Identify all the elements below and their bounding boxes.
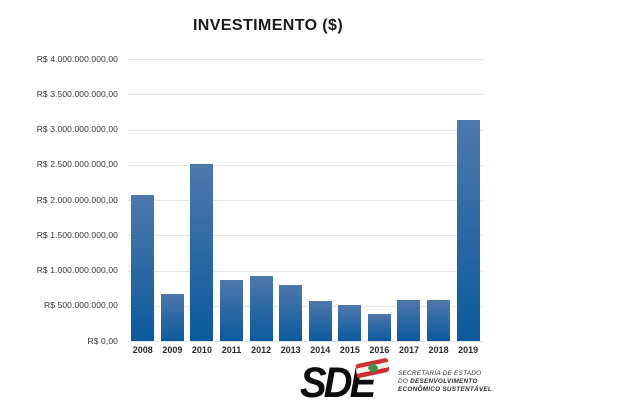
gridline (128, 200, 483, 201)
gridline (128, 59, 483, 60)
x-axis-labels: 2008 2009 2010 2011 2012 2013 2014 2015 2016 2017… (128, 345, 483, 355)
flag-diamond-icon (366, 362, 379, 374)
gridline (128, 164, 483, 166)
logo-org-line-2: DO DESENVOLVIMENTO (398, 378, 492, 386)
y-tick-label: R$ 1.000.000.000,00 (36, 265, 118, 275)
x-tick-label: 2012 (251, 345, 272, 355)
y-tick-label: R$ 500.000.000,00 (43, 300, 118, 311)
y-tick-label: R$ 2.000.000.000,00 (36, 194, 118, 205)
x-tick-label: 2017 (398, 345, 419, 355)
chart-title: INVESTIMENTO ($) (192, 17, 344, 34)
y-axis-labels: R$ 4.000.000.000,00 R$ 3.500.000.000,00 R$… (0, 0, 118, 415)
x-tick-label: 2011 (221, 345, 242, 355)
logo-org-line-2-prefix: DO (398, 378, 411, 385)
x-tick-label: 2014 (310, 345, 331, 355)
bar-2015 (338, 305, 362, 341)
logo-org-line-3: ECONÔMICO SUSTENTÁVEL (398, 386, 493, 393)
bar-2009 (160, 294, 184, 341)
x-tick-label: 2018 (428, 345, 449, 355)
sde-logo: SDE SECRETARIA DE ESTADO DO DESENVOLVIME… (300, 357, 515, 409)
gridline (128, 341, 483, 342)
y-tick-label: R$ 0,00 (87, 335, 118, 346)
y-tick-label: R$ 3.500.000.000,00 (36, 88, 118, 99)
bar-2012 (249, 276, 273, 341)
x-tick-label: 2009 (162, 345, 183, 355)
logo-org-line-1: SECRETARIA DE ESTADO (398, 370, 482, 377)
y-tick-label: R$ 1.500.000.000,00 (36, 229, 118, 240)
bar-2013 (279, 285, 303, 341)
y-tick-label: R$ 3.000.000.000,00 (36, 124, 118, 134)
bar-2010 (190, 164, 214, 341)
logo-org-line-2-bold: DESENVOLVIMENTO (410, 378, 478, 385)
y-tick-label: R$ 4.000.000.000,00 (36, 53, 118, 64)
x-tick-label: 2019 (458, 345, 479, 355)
bar-2018 (427, 300, 451, 341)
x-tick-label: 2015 (339, 345, 360, 355)
x-tick-label: 2008 (132, 345, 153, 355)
bar-2017 (397, 300, 421, 341)
x-tick-label: 2013 (280, 345, 301, 355)
gridline (128, 270, 483, 272)
bar-2011 (220, 280, 244, 341)
x-tick-label: 2016 (369, 345, 390, 355)
y-tick-label: R$ 2.500.000.000,00 (36, 159, 118, 170)
plot-area (128, 59, 483, 342)
bar-2008 (131, 195, 155, 341)
gridline (128, 305, 483, 307)
bar-series (128, 59, 483, 341)
bar-2014 (308, 301, 332, 341)
bar-2019 (456, 120, 480, 341)
x-tick-label: 2010 (191, 345, 212, 355)
gridline (128, 94, 483, 96)
logo-org-text: SECRETARIA DE ESTADO DO DESENVOLVIMENTO … (398, 370, 492, 394)
bar-2016 (367, 314, 391, 341)
gridline (128, 129, 483, 131)
gridline (128, 235, 483, 237)
